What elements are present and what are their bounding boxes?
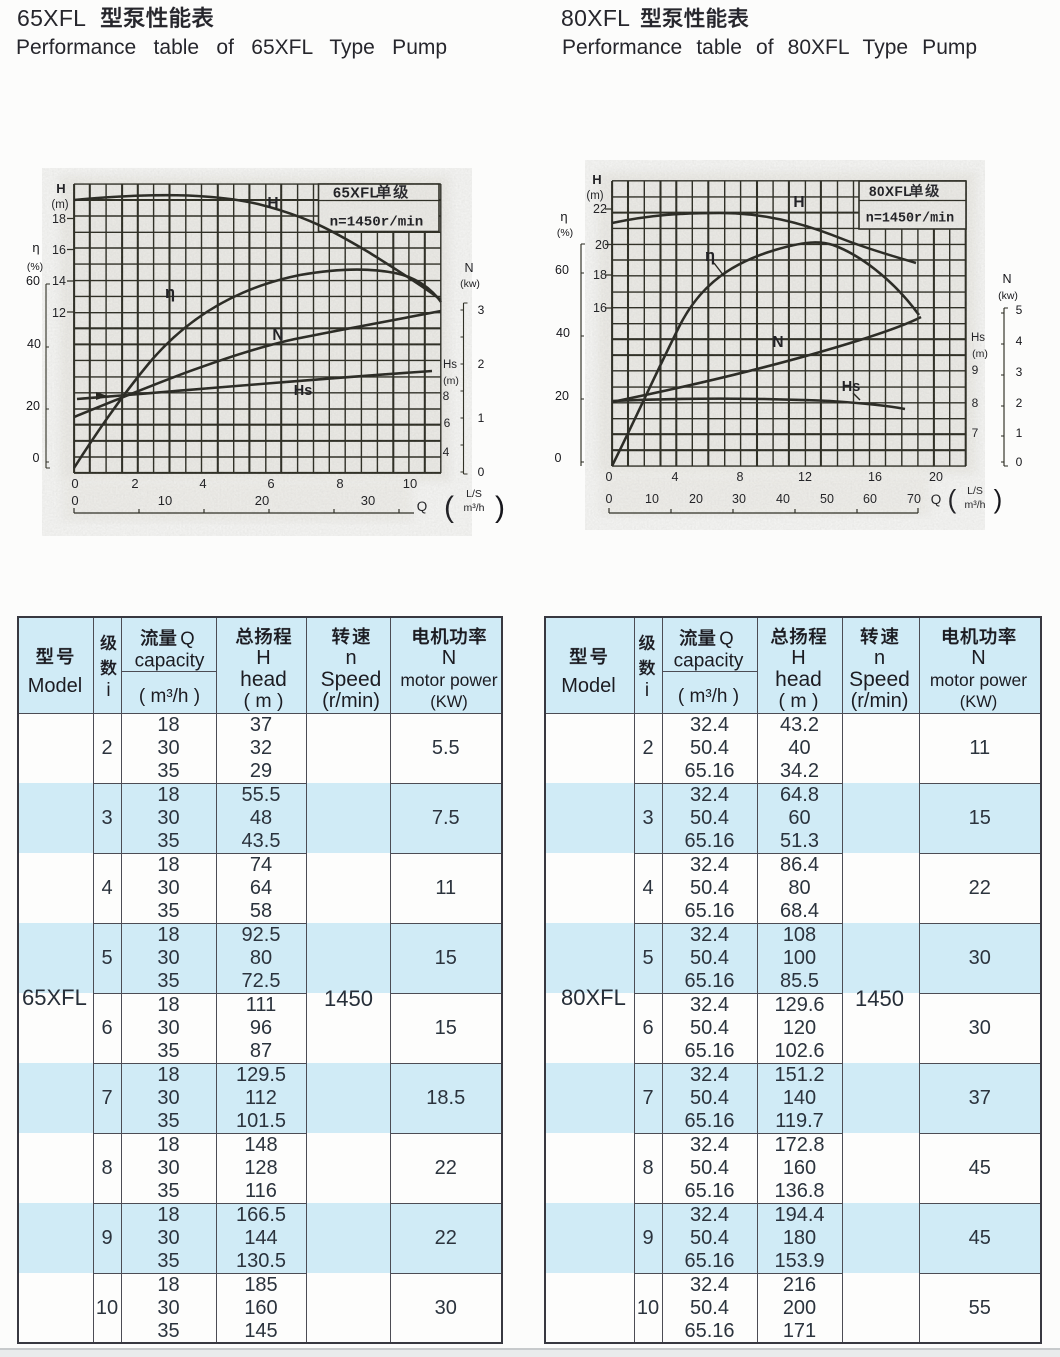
svg-text:N: N <box>971 647 985 669</box>
svg-text:H: H <box>791 647 805 669</box>
svg-text:65XFL: 65XFL <box>17 5 86 31</box>
svg-text:0: 0 <box>555 451 562 465</box>
svg-text:( m³/h ): ( m³/h ) <box>139 686 200 707</box>
svg-text:head: head <box>240 668 287 691</box>
svg-text:(%): (%) <box>557 227 573 239</box>
svg-text:(r/min): (r/min) <box>851 690 909 712</box>
svg-text:N: N <box>1002 272 1011 286</box>
svg-text:(%): (%) <box>27 261 43 273</box>
svg-text:Q: Q <box>719 628 733 649</box>
svg-text:Speed: Speed <box>321 668 382 691</box>
svg-text:0: 0 <box>1016 455 1023 469</box>
svg-text:40: 40 <box>556 326 570 340</box>
svg-text:(KW): (KW) <box>430 693 468 711</box>
svg-text:motor power: motor power <box>930 670 1027 690</box>
svg-text:3: 3 <box>478 303 485 317</box>
svg-text:η: η <box>32 240 39 255</box>
svg-text:capacity: capacity <box>135 651 205 672</box>
svg-text:3: 3 <box>1016 365 1023 379</box>
svg-text:( m ): ( m ) <box>243 690 283 712</box>
svg-text:( m ): ( m ) <box>778 690 818 712</box>
svg-text:n: n <box>345 647 356 669</box>
svg-text:(KW): (KW) <box>960 693 998 711</box>
svg-text:motor power: motor power <box>400 670 497 690</box>
svg-text:80XFL: 80XFL <box>561 5 630 31</box>
svg-text:1: 1 <box>478 411 485 425</box>
svg-text:1: 1 <box>1016 426 1023 440</box>
svg-text:n: n <box>874 647 885 669</box>
svg-text:capacity: capacity <box>674 651 744 672</box>
svg-text:0: 0 <box>33 451 40 465</box>
svg-text:Speed: Speed <box>849 668 910 691</box>
svg-text:( m³/h ): ( m³/h ) <box>678 686 739 707</box>
svg-text:20: 20 <box>555 389 569 403</box>
svg-text:60: 60 <box>26 274 40 288</box>
svg-text:20: 20 <box>26 399 40 413</box>
svg-text:i: i <box>645 680 649 701</box>
svg-text:): ) <box>994 484 1003 514</box>
svg-text:N: N <box>442 647 456 669</box>
svg-text:): ) <box>495 491 505 524</box>
svg-text:0: 0 <box>478 465 485 479</box>
svg-text:η: η <box>560 209 567 224</box>
svg-text:Model: Model <box>28 675 82 697</box>
svg-text:head: head <box>775 668 822 691</box>
svg-text:60: 60 <box>555 263 569 277</box>
svg-text:2: 2 <box>478 357 485 371</box>
svg-text:H: H <box>256 647 270 669</box>
svg-text:i: i <box>106 680 110 701</box>
svg-text:2: 2 <box>1016 396 1023 410</box>
svg-text:5: 5 <box>1016 303 1023 317</box>
svg-text:Q: Q <box>180 628 194 649</box>
svg-text:40: 40 <box>27 337 41 351</box>
svg-text:(r/min): (r/min) <box>322 690 380 712</box>
svg-text:(kw): (kw) <box>998 290 1018 302</box>
svg-text:Model: Model <box>561 675 615 697</box>
svg-text:4: 4 <box>1016 334 1023 348</box>
